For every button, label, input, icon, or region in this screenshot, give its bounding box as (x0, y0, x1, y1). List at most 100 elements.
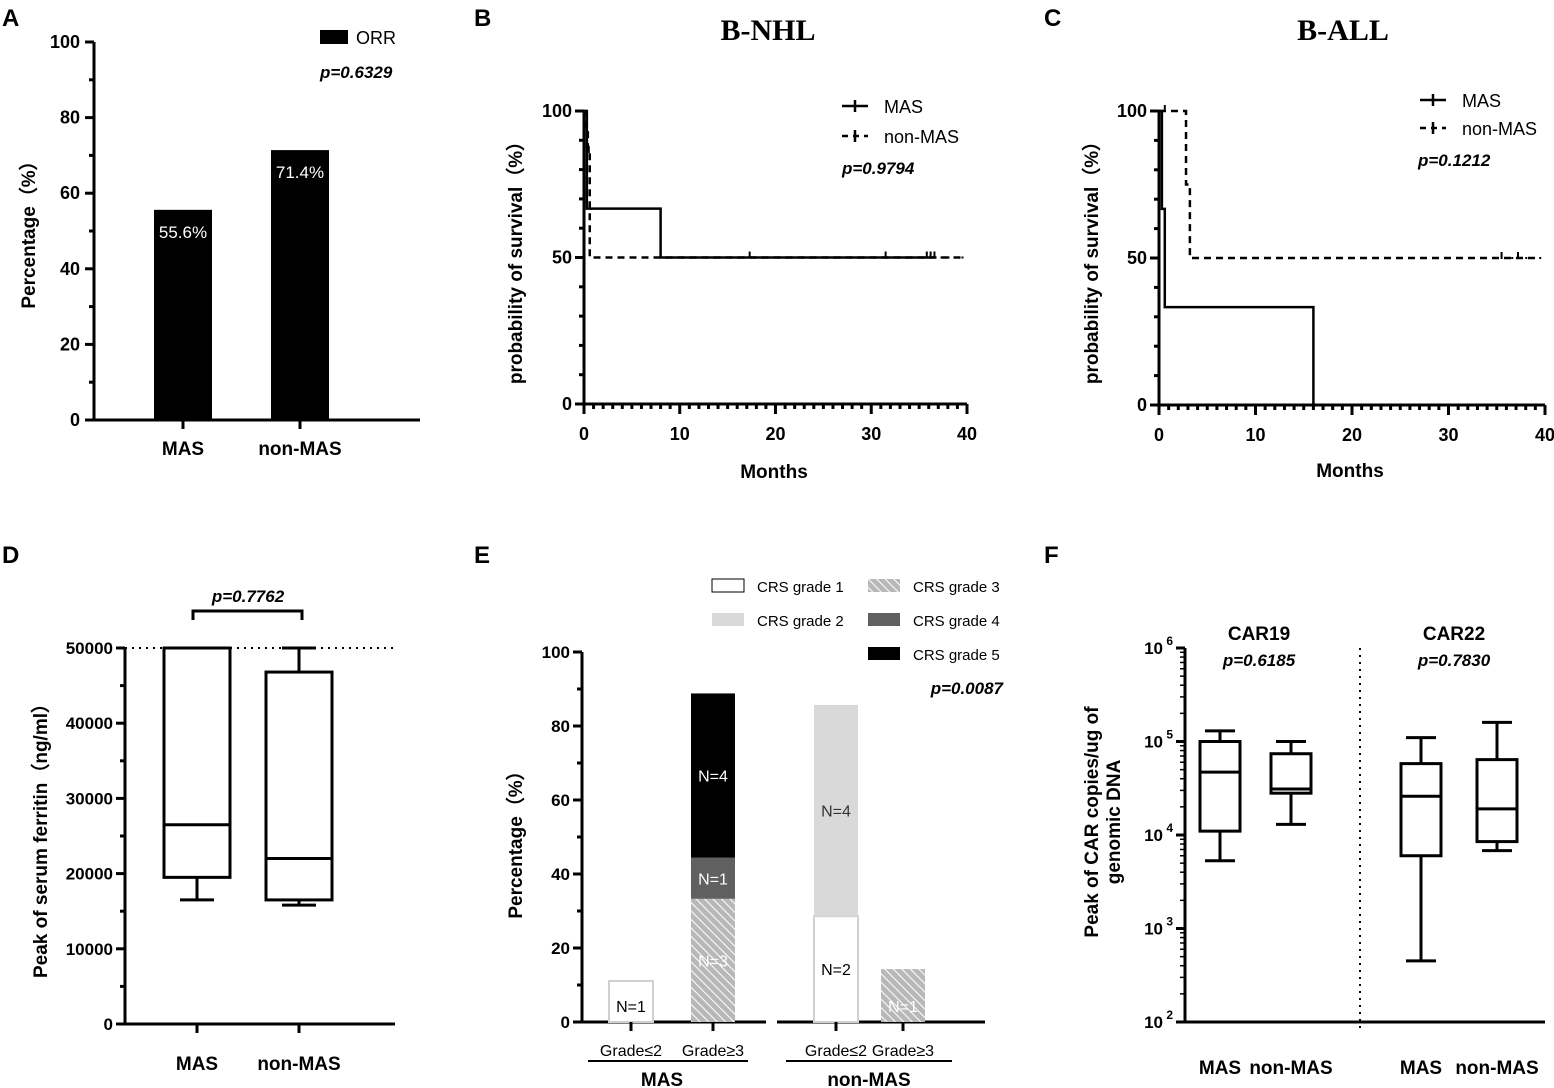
panel-b-x-tick-label: 40 (957, 424, 977, 444)
panel-e-x-tick-label: Grade≥3 (872, 1043, 934, 1060)
panel-f-y-tick-label-base: 10 (1144, 826, 1163, 845)
panel-e-x-tick-label: Grade≤2 (805, 1043, 867, 1060)
panel-f-x-tick-label: MAS (1400, 1058, 1442, 1079)
panel-d-y-tick-label: 10000 (66, 940, 113, 959)
panel-c-legend-mas-label: MAS (1462, 91, 1501, 111)
panel-a-bar-nonmas (271, 150, 329, 420)
panel-f-box-car22-mas (1399, 762, 1443, 858)
panel-f-x-tick-label: non-MAS (1249, 1058, 1332, 1079)
panel-f-y-tick-label-exponent: 4 (1166, 821, 1173, 835)
panel-e-bar-segment-crs-grade-3 (691, 898, 735, 1022)
panel-e-bar-segment-crs-grade-4 (691, 857, 735, 899)
panel-c-x-tick-label: 30 (1438, 425, 1458, 445)
panel-a-bar-mas (154, 209, 212, 420)
panel-b-x-tick-label: 0 (579, 424, 589, 444)
panel-d-x-tick-label: non-MAS (257, 1054, 340, 1075)
panel-f-y-tick-label-exponent: 5 (1166, 728, 1173, 742)
panel-c-y-axis-label: probability of survival（%） (1080, 132, 1103, 384)
panel-e-legend-label-grade5: CRS grade 5 (913, 647, 1000, 664)
panel-e-y-tick-label: 60 (551, 791, 570, 810)
panel-e-group-label-mas: MAS (641, 1070, 683, 1088)
panel-f-y-tick-label-base: 10 (1144, 1013, 1163, 1032)
panel-c-x-axis-label: Months (1316, 461, 1384, 482)
panel-e-stacked-bar-chart: Percentage（%） p=0.0087 CRS grade 1 CRS g… (504, 578, 1005, 1088)
panel-letter-b: B (474, 5, 491, 32)
panel-a-legend-label: ORR (356, 28, 396, 48)
panel-b-x-tick-label: 30 (861, 424, 881, 444)
panel-b-y-axis-label: probability of survival（%） (504, 132, 527, 384)
panel-f-box-car19-mas (1198, 740, 1242, 833)
panel-d-y-tick-label: 50000 (66, 639, 113, 658)
panel-d-y-axis-label: Peak of serum ferritin（ng/ml） (29, 694, 52, 978)
panel-d-y-tick-label: 30000 (66, 789, 113, 808)
panel-b-y-tick-label: 100 (542, 101, 572, 121)
panel-e-x-tick-label: Grade≥3 (682, 1043, 744, 1060)
panel-f-x-tick-label: non-MAS (1455, 1058, 1538, 1079)
panel-b-x-tick-label: 20 (765, 424, 785, 444)
panel-d-x-tick-label: MAS (176, 1054, 218, 1075)
panel-f-x-tick-label: MAS (1199, 1058, 1241, 1079)
panel-e-segment-label: N=2 (821, 962, 851, 979)
panel-e-segment-label: N=4 (821, 804, 851, 821)
panel-e-y-tick-label: 100 (542, 643, 570, 662)
panel-e-segment-label: N=1 (616, 999, 646, 1016)
panel-c-x-tick-label: 0 (1154, 425, 1164, 445)
panel-e-y-tick-label: 40 (551, 865, 570, 884)
panel-letter-f: F (1044, 542, 1059, 569)
panel-a-legend-swatch (320, 30, 348, 44)
panel-c-x-tick-label: 40 (1535, 425, 1554, 445)
panel-e-y-axis-label: Percentage（%） (504, 761, 527, 918)
panel-d-y-tick-label: 20000 (66, 865, 113, 884)
panel-e-bar-segment-crs-grade-2 (814, 704, 858, 917)
panel-b-y-tick-label: 0 (562, 394, 572, 414)
panel-f-y-tick-label-base: 10 (1144, 920, 1163, 939)
panel-a-x-tick-label: MAS (162, 439, 204, 460)
panel-c-y-tick-label: 0 (1137, 395, 1147, 415)
panel-a-bar-value-label: 55.6% (159, 223, 207, 242)
panel-a-y-tick-label: 0 (70, 410, 80, 430)
panel-f-y-tick-label-exponent: 6 (1166, 634, 1173, 648)
panel-d-box-nonmas (264, 670, 334, 902)
panel-e-y-tick-label: 80 (551, 717, 570, 736)
panel-f-y-axis-label-line2: genomic DNA (1104, 759, 1125, 884)
panel-f-y-tick-label-exponent: 2 (1166, 1008, 1173, 1022)
panel-f-log-box-chart: Peak of CAR copies/ug of genomic DNA 10 2… (1082, 624, 1545, 1079)
panel-c-survival-chart: B-ALL probability of survival（%） Months … (1080, 14, 1554, 482)
panel-a-bar-value-label: 71.4% (276, 163, 324, 182)
panel-b-curve-mas (584, 109, 934, 259)
panel-f-group-name: CAR19 (1228, 624, 1290, 645)
panel-c-x-tick-label: 10 (1245, 425, 1265, 445)
panel-a-y-axis-label: Percentage（%） (17, 151, 40, 308)
panel-d-significance-bracket (191, 609, 304, 620)
panel-c-title: B-ALL (1297, 14, 1389, 47)
panel-c-x-tick-label: 20 (1342, 425, 1362, 445)
panel-e-segment-label: N=1 (698, 871, 728, 888)
panel-b-survival-chart: B-NHL probability of survival（%） Months … (504, 14, 977, 483)
panel-b-p-value: p=0.9794 (841, 159, 915, 178)
panel-d-box-mas (162, 646, 232, 879)
panel-b-title: B-NHL (720, 14, 815, 47)
panel-e-segment-label: N=3 (698, 953, 728, 970)
panel-e-bar-segment-crs-grade-3 (881, 969, 925, 1022)
panel-a-y-tick-label: 20 (60, 334, 80, 354)
panel-e-segment-label: N=1 (888, 999, 918, 1016)
panel-b-legend-nonmas-label: non-MAS (884, 127, 959, 147)
panel-d-y-tick-label: 0 (104, 1015, 113, 1034)
panel-e-group-label-nonmas: non-MAS (827, 1070, 910, 1088)
panel-f-box-car19-nonmas (1269, 752, 1313, 795)
panel-letter-d: D (2, 542, 19, 569)
panel-c-y-tick-label: 100 (1117, 101, 1147, 121)
panel-a-y-tick-label: 80 (60, 108, 80, 128)
panel-f-group-p-value: p=0.6185 (1222, 651, 1296, 670)
panel-b-curve-nonmas (584, 109, 963, 259)
panel-f-y-tick-label-base: 10 (1144, 733, 1163, 752)
panel-e-legend-label-grade1: CRS grade 1 (757, 579, 844, 596)
panel-a-y-tick-label: 60 (60, 183, 80, 203)
panel-e-bar-segment-crs-grade-1 (608, 979, 654, 1023)
panel-d-p-value: p=0.7762 (211, 587, 285, 606)
panel-c-legend-nonmas-label: non-MAS (1462, 119, 1537, 139)
panel-letter-e: E (474, 542, 490, 569)
panel-e-legend-label-grade3: CRS grade 3 (913, 579, 1000, 596)
panel-e-bar-segment-crs-grade-5 (691, 693, 735, 858)
panel-letter-c: C (1044, 5, 1061, 32)
